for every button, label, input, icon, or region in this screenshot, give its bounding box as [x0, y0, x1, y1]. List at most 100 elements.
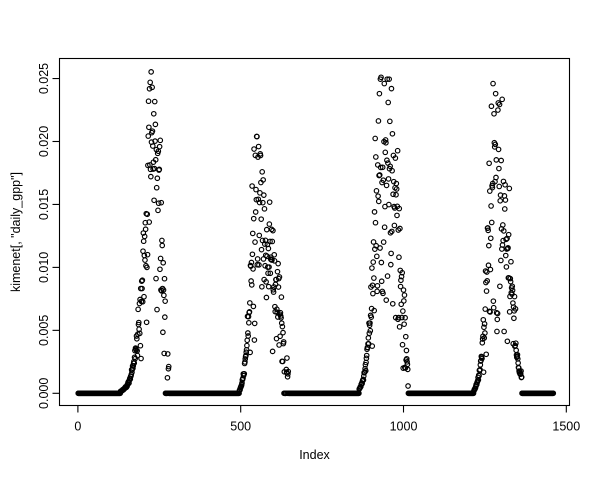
data-point: [280, 339, 287, 345]
data-point: [490, 298, 497, 304]
data-point: [485, 227, 491, 234]
x-tick-label: 0: [74, 420, 81, 434]
data-point: [397, 283, 404, 290]
data-point: [143, 319, 150, 326]
data-point: [369, 343, 376, 349]
data-point: [378, 74, 384, 81]
data-point: [373, 154, 379, 160]
data-point: [395, 314, 402, 321]
data-point: [135, 306, 141, 313]
data-point: [372, 219, 379, 226]
data-point: [399, 314, 405, 321]
data-point: [480, 369, 487, 375]
data-point: [156, 143, 163, 150]
data-point: [146, 124, 152, 131]
data-point: [509, 287, 516, 294]
data-point: [375, 118, 382, 124]
data-point: [396, 254, 402, 261]
data-point: [269, 257, 275, 263]
data-point: [160, 259, 167, 266]
data-point: [476, 372, 482, 379]
data-point: [160, 329, 166, 336]
y-axis-title: kimenet[, "daily_gpp"]: [9, 172, 23, 292]
data-point: [500, 228, 507, 234]
data-point: [492, 90, 499, 97]
data-point: [257, 152, 264, 159]
data-point: [144, 264, 150, 271]
data-point: [265, 283, 272, 290]
data-point: [384, 76, 391, 82]
data-point: [378, 278, 385, 285]
data-point: [402, 314, 408, 321]
data-point: [261, 206, 268, 212]
data-point: [398, 277, 404, 284]
data-point: [269, 238, 276, 245]
data-point: [369, 265, 375, 271]
y-tick-label: 0.020: [37, 126, 51, 157]
data-point: [376, 172, 383, 178]
data-point: [277, 309, 284, 316]
data-point: [374, 288, 380, 295]
data-point: [479, 355, 485, 362]
data-point: [249, 251, 256, 258]
data-point: [404, 358, 410, 365]
data-point: [384, 273, 391, 279]
data-point: [279, 358, 286, 365]
data-point: [145, 133, 152, 139]
data-point: [149, 84, 155, 91]
data-point: [501, 206, 508, 212]
y-tick-label: 0.010: [37, 252, 51, 283]
data-point: [149, 128, 156, 134]
data-point: [496, 101, 503, 108]
data-point: [396, 323, 403, 330]
data-point: [389, 300, 396, 307]
data-point: [278, 294, 285, 300]
data-point: [145, 98, 152, 105]
data-point: [284, 373, 291, 380]
data-point: [254, 256, 261, 262]
data-point: [285, 368, 292, 375]
data-point: [248, 282, 255, 288]
data-point: [505, 231, 512, 238]
data-point: [246, 309, 253, 315]
data-point: [384, 157, 390, 164]
data-point: [383, 139, 389, 146]
data-point: [250, 215, 257, 222]
data-point: [144, 251, 151, 258]
data-point: [487, 235, 494, 242]
data-point: [152, 121, 159, 128]
x-tick-label: 1000: [390, 420, 418, 434]
data-point: [250, 266, 256, 272]
data-point: [400, 308, 406, 314]
data-point: [375, 193, 381, 199]
y-tick-label: 0.000: [37, 378, 51, 409]
data-points: [75, 69, 557, 397]
data-point: [158, 199, 165, 206]
data-point: [263, 279, 269, 285]
data-point: [385, 99, 392, 106]
data-point: [389, 167, 395, 174]
data-point: [269, 348, 276, 355]
data-point: [284, 355, 290, 361]
data-point: [256, 232, 263, 239]
data-point: [371, 307, 378, 314]
data-point: [276, 274, 283, 280]
data-point: [398, 301, 405, 308]
data-point: [497, 283, 503, 290]
data-point: [151, 197, 157, 204]
data-point: [146, 219, 153, 225]
data-point: [397, 225, 403, 232]
data-point: [491, 144, 498, 150]
data-point: [141, 293, 147, 300]
data-point: [503, 264, 510, 270]
data-point: [275, 284, 282, 290]
data-point: [358, 383, 364, 390]
data-point: [254, 133, 260, 140]
data-point: [236, 390, 242, 397]
data-point: [265, 245, 272, 252]
data-point: [139, 285, 145, 292]
data-point: [267, 238, 273, 245]
data-point: [401, 292, 408, 298]
data-point: [373, 253, 380, 260]
